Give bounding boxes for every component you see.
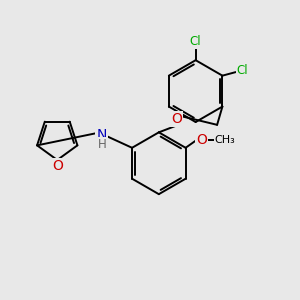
Text: Cl: Cl <box>237 64 248 77</box>
Text: O: O <box>171 112 182 126</box>
Text: H: H <box>98 138 106 151</box>
Text: CH₃: CH₃ <box>215 135 236 145</box>
Text: Cl: Cl <box>190 35 202 48</box>
Text: N: N <box>96 128 106 142</box>
Text: O: O <box>52 160 63 173</box>
Text: O: O <box>196 133 207 147</box>
